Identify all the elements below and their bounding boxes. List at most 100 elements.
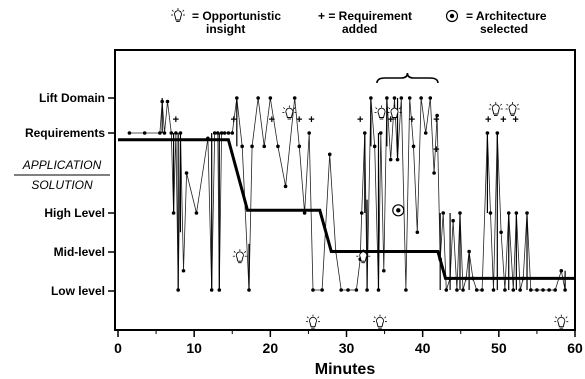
- data-point: [158, 131, 162, 135]
- requirement-marker: +: [308, 114, 314, 126]
- architecture-center: [396, 208, 401, 213]
- data-point: [365, 288, 369, 292]
- data-point: [488, 211, 493, 215]
- x-tick-label-20: 20: [263, 340, 279, 356]
- insight-marker: [356, 249, 371, 264]
- bulb-glass: [285, 107, 294, 118]
- data-point: [480, 288, 484, 292]
- bulb-ray: [506, 103, 509, 106]
- data-point: [547, 288, 551, 292]
- bulb-glass: [235, 251, 244, 262]
- insight-marker: [232, 249, 247, 264]
- bulb-glass: [390, 107, 399, 118]
- data-point: [511, 288, 516, 292]
- bulb-ray: [373, 316, 376, 319]
- data-point: [307, 131, 311, 135]
- x-tick-label-30: 30: [339, 340, 355, 356]
- architecture-marker: [392, 204, 405, 217]
- data-point: [423, 131, 428, 135]
- data-point: [171, 211, 176, 215]
- brace-annotation: [376, 72, 439, 84]
- data-point: [514, 211, 519, 215]
- data-point: [458, 211, 462, 215]
- data-point: [441, 211, 446, 215]
- data-point: [217, 288, 222, 292]
- data-point: [302, 211, 307, 215]
- data-point: [388, 157, 393, 162]
- x-axis: 0 10 20 30 40 50 60: [114, 330, 583, 356]
- data-point: [503, 288, 507, 292]
- y-axis: Lift Domain Requirements APPLICATION SOLUTI…: [14, 91, 116, 298]
- data-point: [455, 288, 459, 292]
- bulb-glass: [557, 316, 566, 328]
- bulb-ray: [367, 250, 370, 253]
- insight-marker: [554, 314, 569, 329]
- bulb-ray: [171, 9, 174, 12]
- data-point: [399, 96, 404, 100]
- data-point: [392, 96, 397, 100]
- legend-text-line1: + = Requirement: [318, 9, 412, 23]
- x-tick-label-60: 60: [567, 340, 583, 356]
- data-point: [176, 288, 180, 292]
- legend-arch-center: [449, 13, 455, 19]
- data-point: [209, 288, 214, 292]
- legend-text-line2: selected: [480, 22, 528, 36]
- data-point: [212, 131, 217, 135]
- data-point: [419, 96, 423, 100]
- bulb-ray: [398, 107, 401, 110]
- legend-bulb-icon: [171, 8, 185, 22]
- requirement-marker: +: [296, 114, 302, 126]
- data-point: [428, 96, 433, 100]
- data-point: [181, 268, 186, 273]
- bulb-ray: [385, 107, 388, 110]
- insight-marker: [374, 105, 389, 120]
- data-point: [268, 96, 273, 100]
- bulb-ray: [565, 316, 568, 319]
- bulb-ray: [356, 250, 360, 253]
- y-level-label-app: APPLICATION: [22, 158, 102, 172]
- data-point: [395, 157, 400, 162]
- bulb-ray: [375, 107, 378, 110]
- bulb-glass: [359, 251, 368, 262]
- legend-text-line2: added: [342, 22, 377, 36]
- data-point: [385, 96, 389, 100]
- data-point: [219, 131, 224, 135]
- data-point: [362, 131, 367, 135]
- data-point: [467, 249, 471, 254]
- data-point: [491, 288, 496, 292]
- data-point: [226, 131, 231, 135]
- data-point: [160, 99, 164, 104]
- insight-marker: [373, 314, 388, 329]
- bulb-ray: [283, 107, 286, 110]
- data-point: [378, 131, 383, 135]
- data-point: [495, 131, 500, 135]
- data-point: [451, 218, 455, 223]
- bulb-glass: [174, 10, 182, 21]
- data-point: [359, 211, 364, 215]
- series-layer: [118, 96, 575, 292]
- data-point: [250, 144, 254, 149]
- data-point: [485, 131, 490, 135]
- insight-marker: [282, 105, 297, 120]
- bulb-ray: [293, 107, 296, 110]
- requirement-marker: +: [433, 114, 439, 126]
- requirement-marker: +: [173, 114, 179, 126]
- data-point: [165, 99, 170, 104]
- data-point: [382, 268, 386, 273]
- bulb-glass: [491, 104, 500, 115]
- data-point: [230, 131, 235, 135]
- x-tick-label-0: 0: [114, 340, 122, 356]
- data-point: [518, 288, 522, 292]
- data-point: [311, 288, 315, 292]
- x-tick-label-50: 50: [491, 340, 507, 356]
- data-point: [194, 211, 199, 215]
- data-point: [320, 288, 324, 292]
- data-point: [499, 230, 503, 235]
- data-point: [174, 131, 178, 135]
- data-point: [461, 288, 465, 292]
- requirement-marker: +: [512, 114, 518, 126]
- x-axis-title: Minutes: [315, 361, 376, 378]
- data-point: [563, 288, 567, 292]
